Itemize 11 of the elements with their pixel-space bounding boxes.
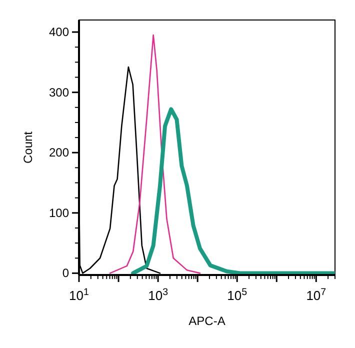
x-tick-label: 10$^{3}$: [148, 286, 168, 303]
y-tick-label: 100: [48, 206, 70, 220]
x-tick-label: 10$^{7}$: [306, 286, 326, 303]
x-axis-title: APC-A: [188, 314, 226, 328]
y-tick-label: 300: [48, 85, 70, 100]
x-tick-label: 10$^{1}$: [69, 286, 89, 303]
y-tick-label: 400: [48, 25, 70, 40]
y-tick-label: 200: [48, 146, 70, 160]
y-axis-title: Count: [21, 130, 35, 164]
x-tick-label: 10$^{5}$: [227, 286, 248, 303]
y-tick-label: 0: [62, 266, 70, 280]
